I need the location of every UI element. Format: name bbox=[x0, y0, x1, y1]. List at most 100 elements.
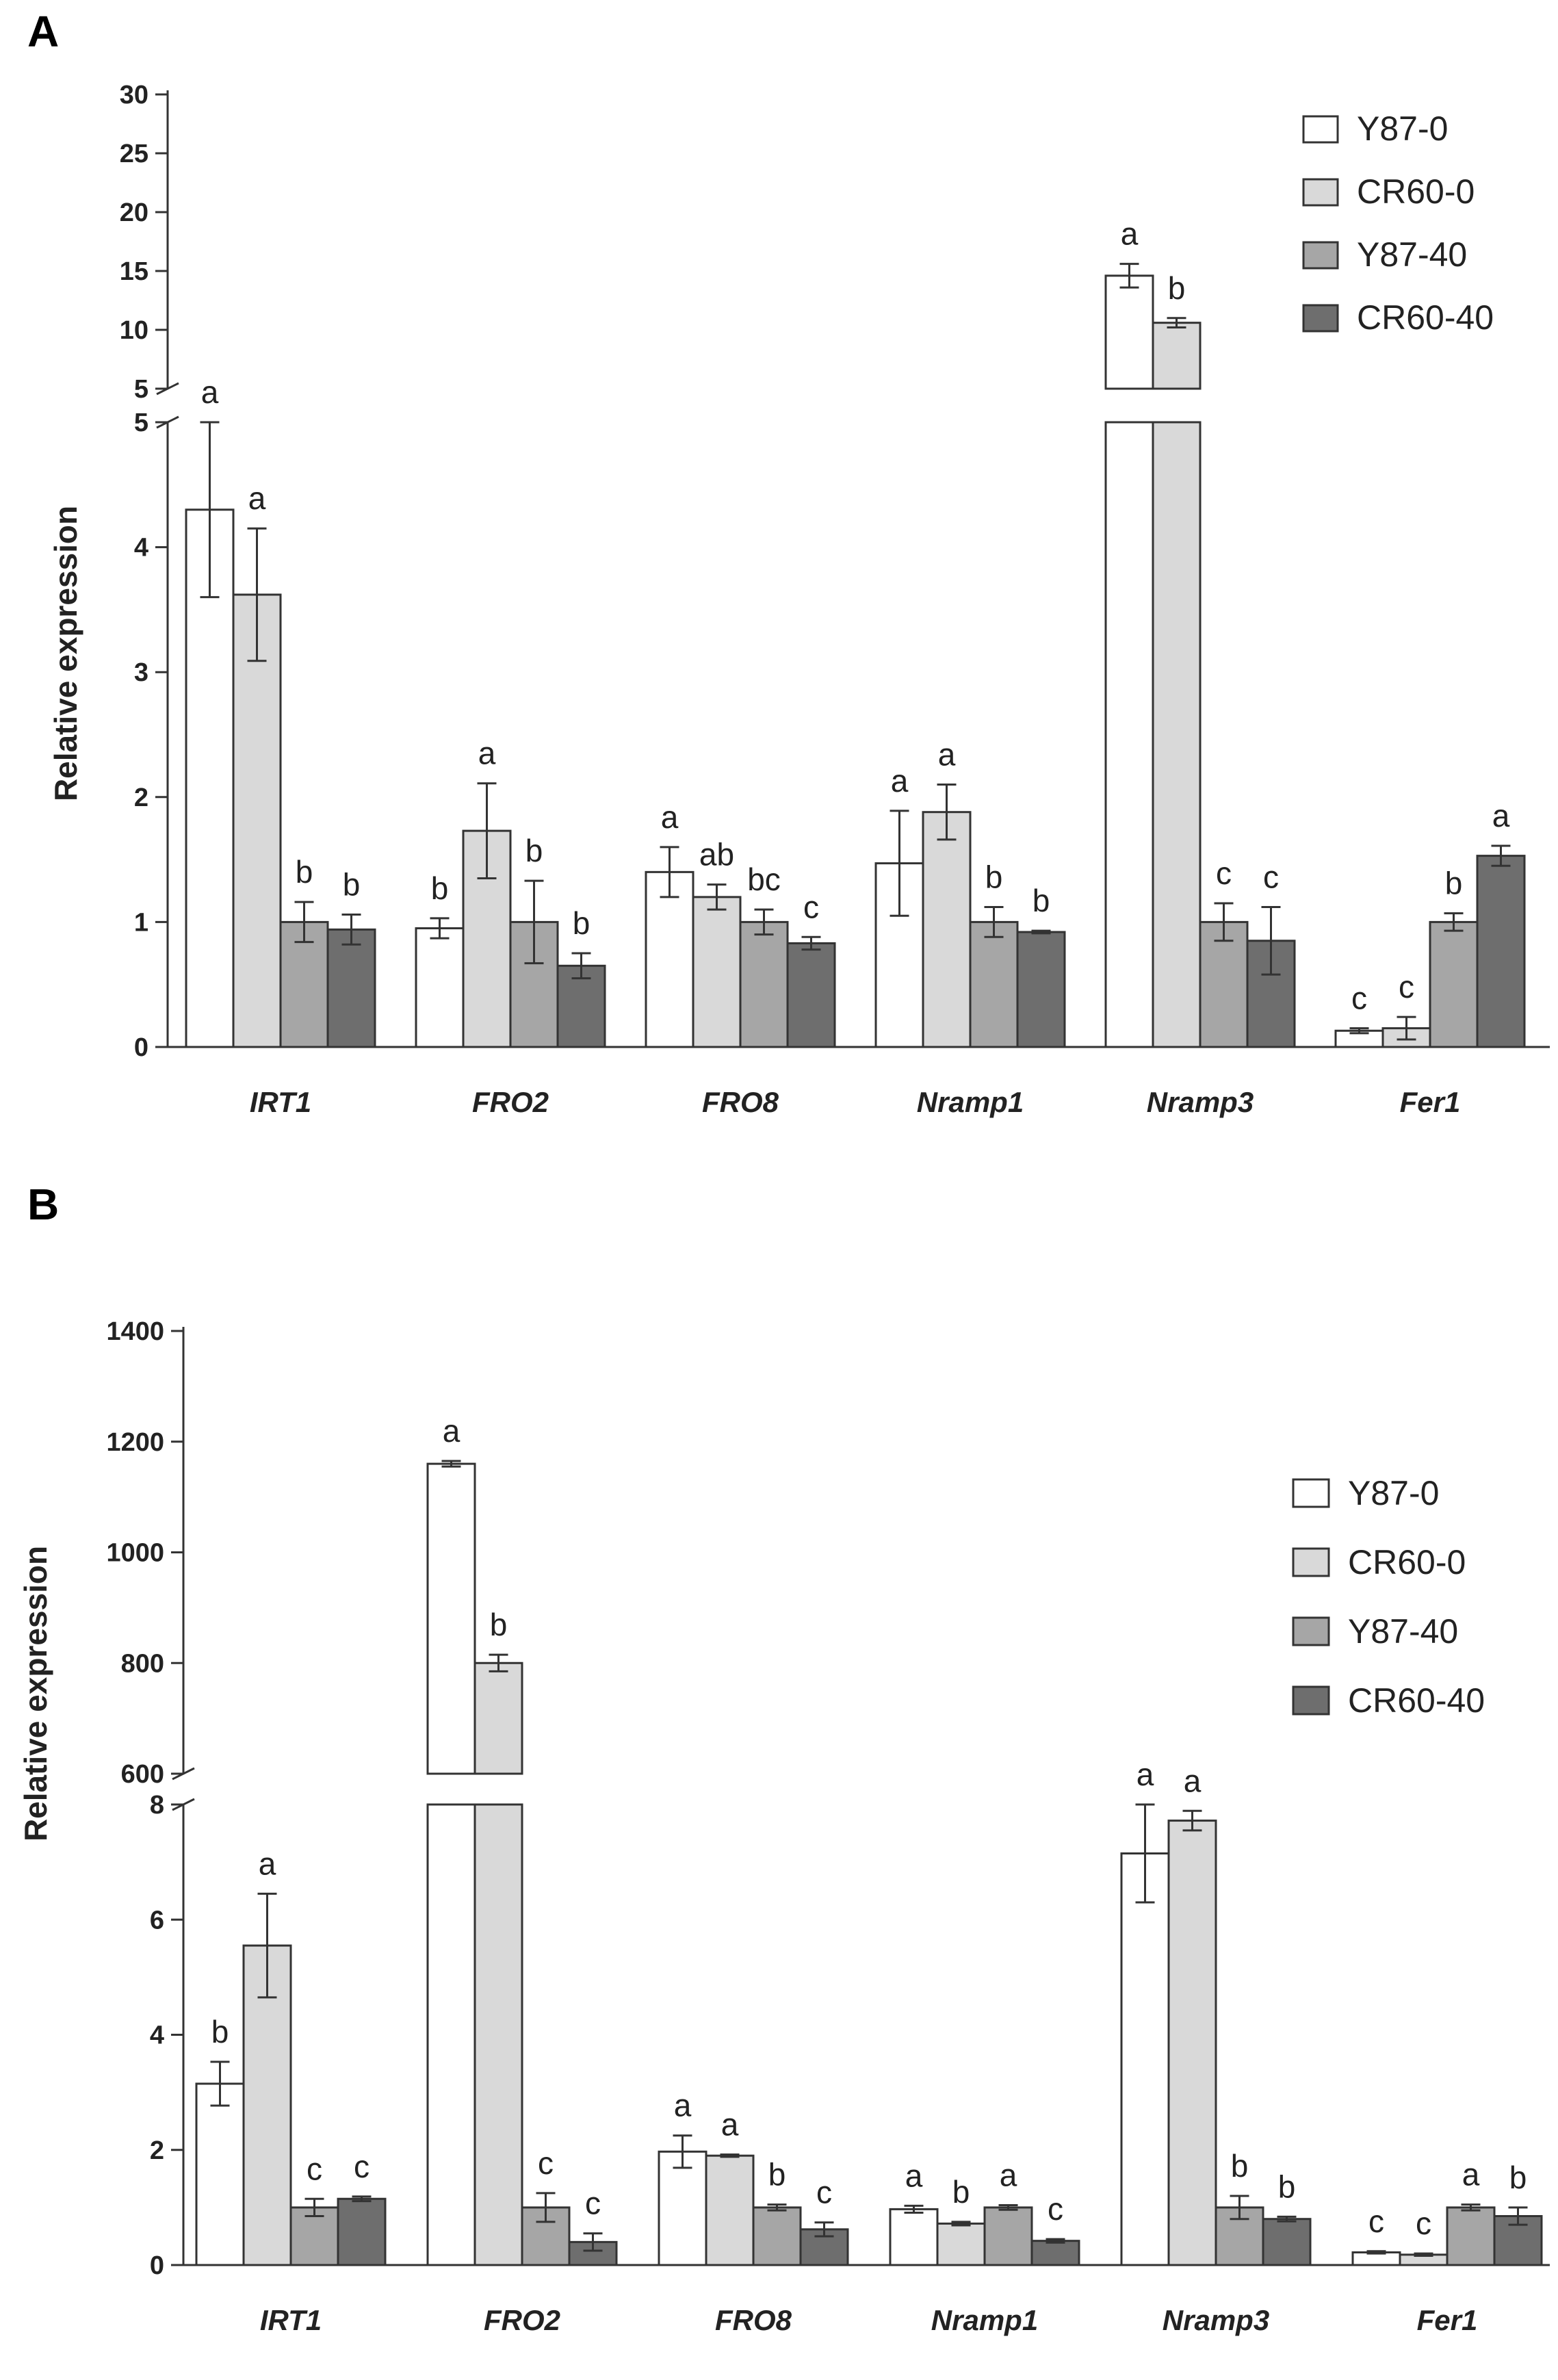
bar bbox=[1446, 2206, 1496, 2266]
significance-letter: b bbox=[1278, 2169, 1296, 2204]
y-tick-label-upper: 800 bbox=[121, 1649, 164, 1678]
significance-letter: a bbox=[259, 1846, 276, 1881]
bar-upper-segment bbox=[426, 1462, 476, 1775]
significance-letter: b bbox=[1509, 2160, 1527, 2195]
legend-swatch bbox=[1292, 1478, 1330, 1508]
bar bbox=[983, 2206, 1033, 2266]
bar bbox=[473, 1803, 523, 2266]
y-tick-label-upper: 1000 bbox=[106, 1539, 164, 1568]
legend-swatch bbox=[1302, 304, 1339, 333]
bar bbox=[1167, 1820, 1217, 2266]
legend-swatch bbox=[1302, 241, 1339, 270]
legend-label: Y87-0 bbox=[1357, 109, 1448, 148]
bar bbox=[705, 2154, 755, 2266]
significance-letter: a bbox=[938, 737, 956, 773]
significance-letter: a bbox=[1137, 1757, 1154, 1792]
significance-letter: c bbox=[803, 889, 819, 924]
category-label: IRT1 bbox=[250, 1086, 311, 1118]
bar bbox=[889, 2208, 939, 2266]
y-tick-label-upper: 10 bbox=[120, 316, 148, 345]
significance-letter: b bbox=[1168, 270, 1186, 306]
category-label: Nramp3 bbox=[1163, 2304, 1269, 2336]
bar bbox=[922, 811, 972, 1048]
significance-letter: a bbox=[721, 2106, 739, 2142]
category-label: Nramp1 bbox=[917, 1086, 1024, 1118]
y-tick-label-lower: 4 bbox=[150, 2021, 164, 2050]
significance-letter: b bbox=[1033, 883, 1050, 918]
significance-letter: bc bbox=[747, 862, 781, 897]
bar bbox=[969, 920, 1019, 1048]
panel-b-label: B bbox=[27, 1180, 59, 1229]
y-tick-label-upper: 600 bbox=[121, 1760, 164, 1789]
significance-letter: a bbox=[891, 763, 909, 799]
bar bbox=[692, 896, 742, 1048]
significance-letter: b bbox=[952, 2174, 970, 2210]
significance-letter: a bbox=[905, 2158, 923, 2193]
category-label: FRO8 bbox=[702, 1086, 779, 1118]
significance-letter: b bbox=[211, 2014, 229, 2049]
significance-letter: c bbox=[1351, 981, 1367, 1016]
legend-label: Y87-40 bbox=[1357, 235, 1467, 274]
bar bbox=[337, 2197, 387, 2266]
y-tick-label-upper: 1400 bbox=[106, 1317, 164, 1346]
significance-letter: b bbox=[1445, 866, 1463, 901]
significance-letter: b bbox=[343, 866, 361, 902]
bar bbox=[1016, 931, 1066, 1048]
significance-letter: c bbox=[307, 2151, 322, 2186]
significance-letter: c bbox=[1263, 859, 1279, 894]
category-label: FRO2 bbox=[472, 1086, 549, 1118]
bar bbox=[1476, 855, 1526, 1048]
significance-letter: c bbox=[1048, 2191, 1063, 2227]
significance-letter: a bbox=[248, 480, 266, 516]
bar bbox=[1262, 2218, 1312, 2266]
significance-letter: a bbox=[1462, 2157, 1480, 2193]
significance-letter: a bbox=[1000, 2158, 1017, 2193]
legend-label: Y87-0 bbox=[1348, 1474, 1439, 1512]
legend-swatch bbox=[1302, 178, 1339, 207]
panel-a-label: A bbox=[27, 7, 59, 56]
bar bbox=[1199, 920, 1249, 1048]
significance-letter: a bbox=[478, 736, 496, 771]
bar bbox=[1030, 2240, 1080, 2266]
significance-letter: a bbox=[1121, 216, 1139, 252]
y-tick-label-lower: 1 bbox=[134, 908, 148, 937]
bar-break-gap bbox=[1103, 390, 1156, 421]
legend-swatch bbox=[1292, 1547, 1330, 1577]
significance-letter: c bbox=[816, 2175, 832, 2210]
significance-letter: c bbox=[1399, 969, 1414, 1005]
category-label: Nramp3 bbox=[1147, 1086, 1254, 1118]
bar bbox=[645, 870, 694, 1048]
bar bbox=[195, 2082, 245, 2266]
significance-letter: c bbox=[1216, 855, 1232, 891]
bar-break-gap bbox=[1150, 390, 1203, 421]
y-tick-label-upper: 1200 bbox=[106, 1428, 164, 1457]
significance-letter: c bbox=[585, 2186, 601, 2221]
y-tick-label-upper: 5 bbox=[134, 375, 148, 404]
y-tick-label-lower: 8 bbox=[150, 1791, 164, 1820]
y-tick-label-lower: 6 bbox=[150, 1906, 164, 1935]
bar-break-gap bbox=[425, 1775, 478, 1803]
y-tick-label-upper: 30 bbox=[120, 81, 148, 109]
significance-letter: c bbox=[538, 2145, 554, 2181]
bar bbox=[568, 2240, 618, 2266]
legend-swatch bbox=[1292, 1685, 1330, 1716]
bar bbox=[1429, 920, 1479, 1048]
category-label: Fer1 bbox=[1400, 1086, 1461, 1118]
y-axis-title: Relative expression bbox=[48, 506, 83, 801]
significance-letter: b bbox=[985, 859, 1003, 894]
bar-break-gap bbox=[472, 1775, 525, 1803]
bar-upper-segment bbox=[473, 1661, 523, 1775]
bar bbox=[1152, 421, 1202, 1048]
significance-letter: a bbox=[201, 374, 219, 410]
bar bbox=[1215, 2206, 1264, 2266]
significance-letter: b bbox=[296, 854, 313, 890]
category-label: Fer1 bbox=[1417, 2304, 1478, 2336]
bar-upper-segment bbox=[1104, 274, 1154, 390]
significance-letter: b bbox=[525, 833, 543, 868]
bar bbox=[936, 2222, 986, 2266]
legend-label: Y87-40 bbox=[1348, 1612, 1458, 1651]
significance-letter: a bbox=[443, 1413, 460, 1449]
